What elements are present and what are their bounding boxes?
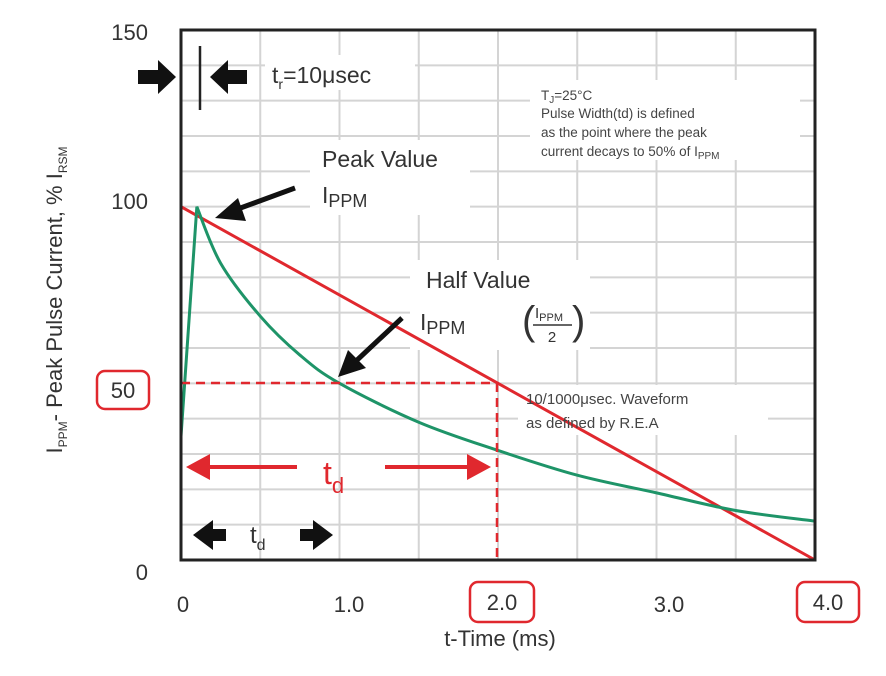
- peak-arrow-shaft: [234, 185, 296, 213]
- x-axis-label: t-Time (ms): [444, 626, 556, 651]
- plot-frame: [179, 28, 817, 562]
- peak-ippm-label: IPPM: [322, 182, 367, 211]
- x-tick-0: 0: [177, 592, 189, 617]
- x-tick-3: 3.0: [654, 592, 685, 617]
- peak-label-background: [310, 140, 470, 215]
- td-black-left-arrow-icon: [193, 520, 226, 550]
- svg-text:current decays to 50% of IPPM: current decays to 50% of IPPM: [541, 144, 720, 162]
- x-tick-4-box: [795, 580, 861, 624]
- half-fraction-denominator: 2: [548, 329, 556, 346]
- half-paren-left: (: [522, 299, 536, 343]
- y-tick-0: 0: [136, 560, 148, 585]
- rise-time-right-arrow-icon: [138, 60, 176, 94]
- td-black-label: td: [250, 522, 266, 554]
- waveform-note-line2: as defined by R.E.A: [526, 415, 659, 432]
- waveform-note-background: [518, 385, 768, 435]
- svg-text:Pulse Width(td) is defined: Pulse Width(td) is defined: [541, 106, 695, 121]
- half-value-label: Half Value: [426, 267, 530, 293]
- half-fraction-numerator: IPPM: [535, 305, 563, 324]
- x-tick-2-box: [468, 580, 536, 624]
- half-label-background: [410, 260, 590, 350]
- note-background: [530, 80, 800, 160]
- half-paren-right: ): [572, 299, 585, 343]
- y-tick-50: 50: [111, 378, 135, 403]
- half-arrow-icon: [338, 350, 366, 377]
- td-red-label: td: [323, 455, 344, 498]
- y-axis-label: IPPM- Peak Pulse Current, % IRSM: [42, 146, 70, 453]
- y-tick-150: 150: [111, 20, 148, 45]
- y-tick-100: 100: [111, 189, 148, 214]
- rise-time-left-arrow-icon: [210, 60, 247, 94]
- x-tick-1: 1.0: [334, 592, 365, 617]
- x-tick-2: 2.0: [487, 590, 518, 615]
- x-tick-4: 4.0: [813, 590, 844, 615]
- td-red-left-arrow-icon: [186, 454, 210, 480]
- series-line-green-waveform: [179, 206, 816, 523]
- rise-time-background: [265, 55, 415, 90]
- half-ippm-label: IPPM: [420, 309, 465, 338]
- peak-arrow-icon: [215, 198, 246, 221]
- td-red-right-arrow-icon: [467, 454, 491, 480]
- svg-text:TJ=25°C: TJ=25°C: [541, 88, 593, 106]
- half-arrow-shaft: [353, 316, 404, 364]
- waveform-note-line1: 10/1000μsec. Waveform: [526, 391, 688, 408]
- svg-text:as the point where the peak: as the point where the peak: [541, 125, 707, 140]
- y-tick-50-box: [95, 369, 151, 411]
- peak-value-label: Peak Value: [322, 146, 438, 172]
- rise-time-label: tr=10μsec: [272, 62, 371, 92]
- conditions-note: TJ=25°C Pulse Width(td) is defined as th…: [541, 88, 720, 162]
- td-black-right-arrow-icon: [300, 520, 333, 550]
